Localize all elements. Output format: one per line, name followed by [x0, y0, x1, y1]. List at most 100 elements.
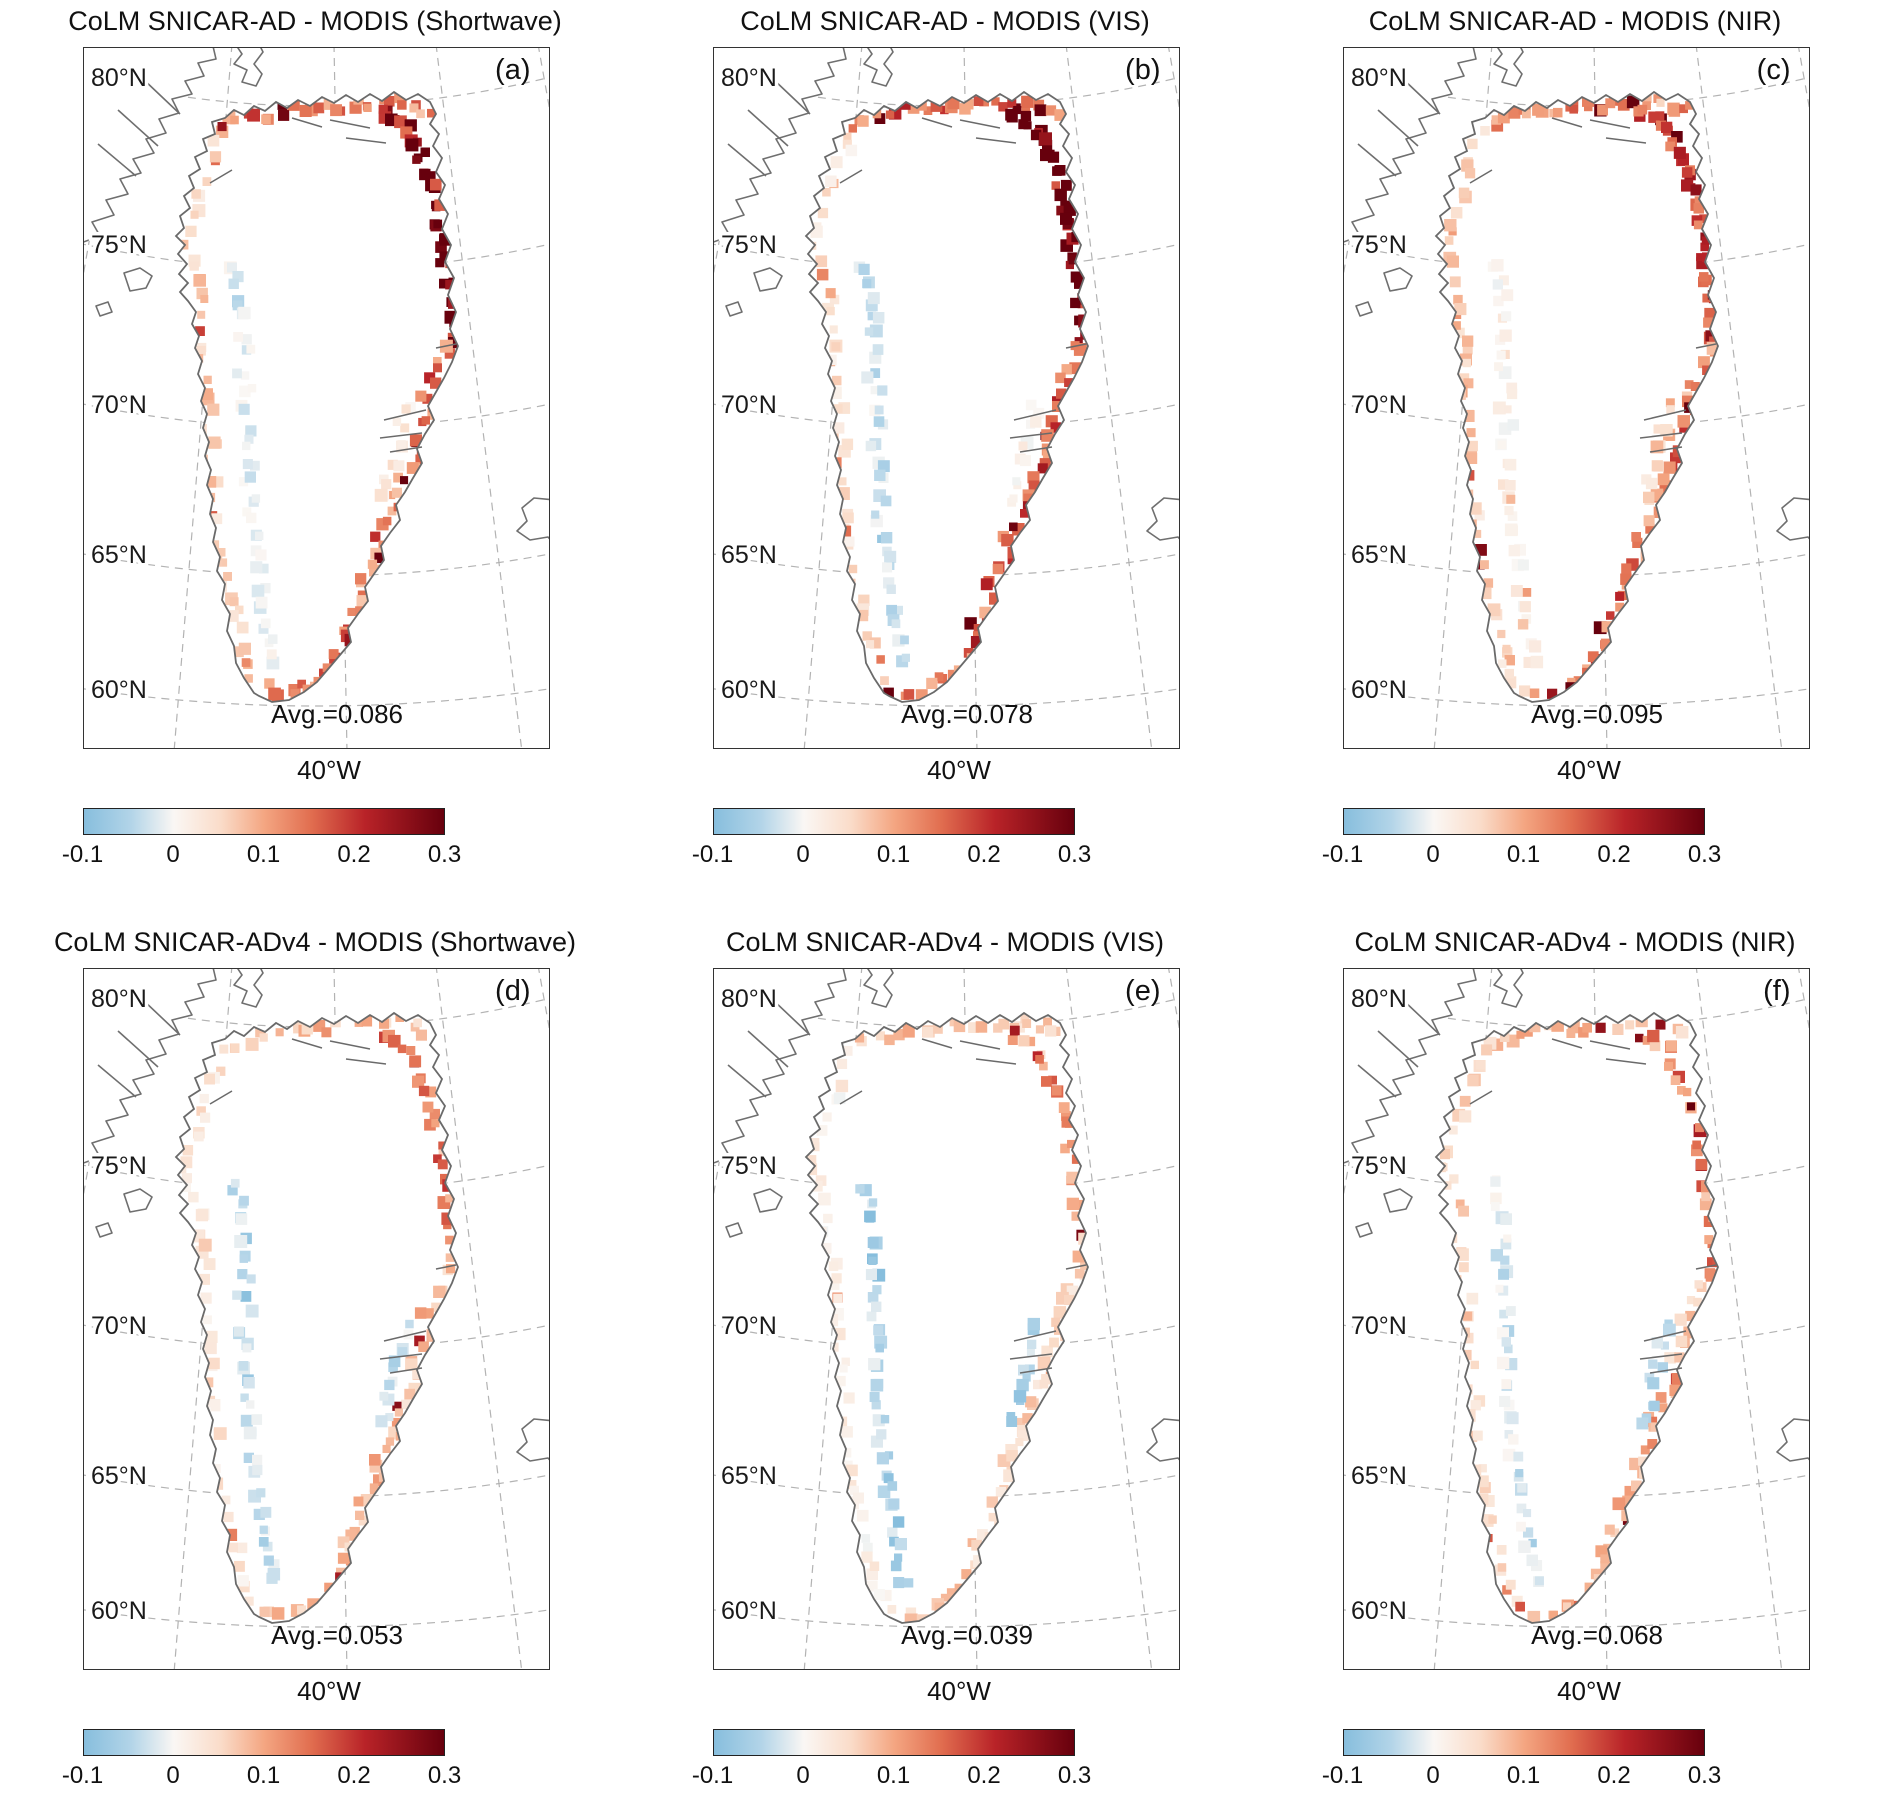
svg-text:60°N: 60°N [91, 676, 147, 704]
panel-b: CoLM SNICAR-AD - MODIS (VIS) 80°N 75°N 70°… [630, 4, 1260, 871]
colorbar-tick: 0 [796, 841, 810, 868]
panel-letter: (e) [1125, 975, 1161, 1007]
greenland-map: 80°N 75°N 70°N 65°N 60°N [1343, 969, 1809, 1669]
colorbar-tick: 0.2 [1597, 841, 1631, 868]
map-frame: 80°N 75°N 70°N 65°N 60°N (a) Avg.=0.086 [82, 47, 550, 749]
svg-text:75°N: 75°N [91, 1152, 147, 1180]
panel-letter: (c) [1756, 54, 1791, 86]
map-frame: 80°N 75°N 70°N 65°N 60°N (c) Avg.=0.095 [1342, 47, 1810, 749]
colorbar: -0.1 0 0.1 0.2 0.3 [62, 808, 548, 871]
avg-value-label: Avg.=0.039 [901, 1620, 1033, 1650]
svg-text:60°N: 60°N [721, 676, 777, 704]
colorbar-ticks: -0.1 0 0.1 0.2 0.3 [62, 1762, 461, 1792]
panel-f: CoLM SNICAR-ADv4 - MODIS (NIR) 80°N 75°N 7… [1260, 925, 1890, 1792]
colorbar-tick: 0 [796, 1762, 810, 1789]
greenland-map: 80°N 75°N 70°N 65°N 60°N [713, 969, 1179, 1669]
greenland-map: 80°N 75°N 70°N 65°N 60°N [1343, 48, 1809, 748]
panel-letter: (f) [1763, 975, 1791, 1007]
colorbar-tick: 0.1 [876, 1762, 911, 1789]
panel-body: 80°N 75°N 70°N 65°N 60°N (b) Avg.=0.078 40°W… [692, 47, 1180, 871]
colorbar-gradient [1342, 1729, 1705, 1756]
colorbar-gradient [1342, 808, 1705, 835]
svg-text:60°N: 60°N [1351, 676, 1407, 704]
map-frame: 80°N 75°N 70°N 65°N 60°N (b) Avg.=0.078 [712, 47, 1180, 749]
lon-tick-label: 40°W [927, 1676, 991, 1706]
svg-text:65°N: 65°N [721, 1462, 777, 1490]
colorbar-ticks: -0.1 0 0.1 0.2 0.3 [1322, 1762, 1721, 1792]
colorbar-tick: 0.3 [1057, 1762, 1092, 1789]
panel-body: 80°N 75°N 70°N 65°N 60°N (d) Avg.=0.053 40°W… [62, 968, 550, 1792]
svg-text:65°N: 65°N [91, 1462, 147, 1490]
greenland-map: 80°N 75°N 70°N 65°N 60°N [83, 48, 549, 748]
colorbar-tick: -0.1 [61, 1762, 104, 1789]
svg-text:60°N: 60°N [91, 1597, 147, 1625]
lon-tick-label: 40°W [927, 755, 991, 785]
svg-text:75°N: 75°N [1351, 231, 1407, 259]
svg-text:60°N: 60°N [721, 1597, 777, 1625]
svg-text:70°N: 70°N [1351, 391, 1407, 419]
svg-text:80°N: 80°N [1351, 64, 1407, 92]
panel-body: 80°N 75°N 70°N 65°N 60°N (c) Avg.=0.095 40°W… [1322, 47, 1810, 871]
colorbar-tick: -0.1 [1321, 1762, 1364, 1789]
panel-letter: (a) [495, 54, 531, 86]
colorbar-gradient [82, 1729, 445, 1756]
panel-d: CoLM SNICAR-ADv4 - MODIS (Shortwave) 80°… [0, 925, 630, 1792]
panel-title: CoLM SNICAR-AD - MODIS (Shortwave) [68, 6, 562, 36]
colorbar-tick: 0 [1426, 841, 1440, 868]
avg-value-label: Avg.=0.086 [271, 699, 403, 729]
colorbar: -0.1 0 0.1 0.2 0.3 [692, 808, 1178, 871]
panel-title: CoLM SNICAR-AD - MODIS (VIS) [740, 6, 1150, 36]
colorbar-gradient [712, 1729, 1075, 1756]
colorbar-tick: -0.1 [1321, 841, 1364, 868]
colorbar-tick: 0.3 [1057, 841, 1092, 868]
colorbar-tick: -0.1 [691, 1762, 734, 1789]
avg-value-label: Avg.=0.078 [901, 699, 1033, 729]
svg-text:75°N: 75°N [1351, 1152, 1407, 1180]
colorbar-ticks: -0.1 0 0.1 0.2 0.3 [692, 1762, 1091, 1792]
svg-text:80°N: 80°N [1351, 985, 1407, 1013]
colorbar-tick: 0.2 [1597, 1762, 1631, 1789]
panel-letter: (d) [495, 975, 531, 1007]
colorbar-tick: 0.2 [337, 1762, 371, 1789]
svg-text:60°N: 60°N [1351, 1597, 1407, 1625]
colorbar-tick: 0.3 [1687, 841, 1722, 868]
colorbar-tick: -0.1 [691, 841, 734, 868]
colorbar: -0.1 0 0.1 0.2 0.3 [1322, 808, 1808, 871]
colorbar-tick: 0.3 [1687, 1762, 1722, 1789]
svg-text:65°N: 65°N [1351, 1462, 1407, 1490]
map-frame: 80°N 75°N 70°N 65°N 60°N (e) Avg.=0.039 [712, 968, 1180, 1670]
map-frame: 80°N 75°N 70°N 65°N 60°N (d) Avg.=0.053 [82, 968, 550, 1670]
colorbar-tick: 0.1 [246, 841, 281, 868]
panel-c: CoLM SNICAR-AD - MODIS (NIR) 80°N 75°N 70°… [1260, 4, 1890, 871]
colorbar-tick: 0.2 [967, 1762, 1001, 1789]
colorbar-ticks: -0.1 0 0.1 0.2 0.3 [62, 841, 461, 871]
panel-title: CoLM SNICAR-AD - MODIS (NIR) [1368, 6, 1782, 36]
colorbar-tick: 0.1 [1506, 1762, 1541, 1789]
colorbar-tick: 0 [1426, 1762, 1440, 1789]
panel-a: CoLM SNICAR-AD - MODIS (Shortwave) 80°N 7… [0, 4, 630, 871]
lon-tick-label: 40°W [297, 1676, 361, 1706]
colorbar-ticks: -0.1 0 0.1 0.2 0.3 [1322, 841, 1721, 871]
lon-tick-label: 40°W [1557, 755, 1621, 785]
svg-text:70°N: 70°N [91, 391, 147, 419]
lon-tick-label: 40°W [1557, 1676, 1621, 1706]
svg-text:75°N: 75°N [91, 231, 147, 259]
svg-text:65°N: 65°N [91, 541, 147, 569]
panel-title: CoLM SNICAR-ADv4 - MODIS (Shortwave) [53, 927, 577, 957]
colorbar-tick: -0.1 [61, 841, 104, 868]
colorbar-gradient [82, 808, 445, 835]
map-frame: 80°N 75°N 70°N 65°N 60°N (f) Avg.=0.068 [1342, 968, 1810, 1670]
panel-e: CoLM SNICAR-ADv4 - MODIS (VIS) 80°N 75°N 7… [630, 925, 1260, 1792]
colorbar-tick: 0.1 [246, 1762, 281, 1789]
panel-title: CoLM SNICAR-ADv4 - MODIS (VIS) [725, 927, 1165, 957]
svg-text:65°N: 65°N [721, 541, 777, 569]
colorbar-tick: 0.1 [876, 841, 911, 868]
avg-value-label: Avg.=0.053 [271, 1620, 403, 1650]
svg-text:80°N: 80°N [91, 64, 147, 92]
panel-title: CoLM SNICAR-ADv4 - MODIS (NIR) [1354, 927, 1796, 957]
colorbar: -0.1 0 0.1 0.2 0.3 [1322, 1729, 1808, 1792]
svg-text:70°N: 70°N [721, 391, 777, 419]
svg-text:75°N: 75°N [721, 231, 777, 259]
greenland-map: 80°N 75°N 70°N 65°N 60°N [83, 969, 549, 1669]
